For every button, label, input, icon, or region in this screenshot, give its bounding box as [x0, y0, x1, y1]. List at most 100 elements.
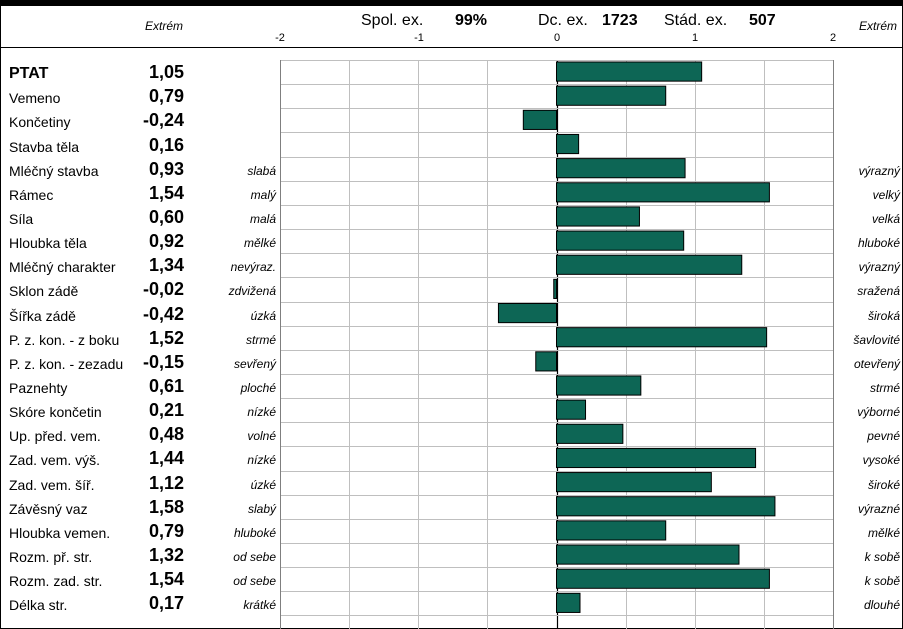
bar	[556, 592, 581, 613]
high-extreme-label: široká	[867, 308, 900, 323]
low-extreme-label: zdvižená	[228, 284, 276, 299]
high-extreme-label: vysoké	[862, 453, 900, 468]
trait-label: Síla	[9, 210, 34, 227]
high-extreme-label: výrazné	[857, 501, 900, 516]
trait-label: Skóre končetin	[9, 404, 102, 421]
trait-value: -0,42	[143, 303, 185, 324]
extrem-right-label: Extrém	[859, 19, 898, 33]
high-extreme-label: strmé	[870, 381, 900, 396]
spol-ex-label: Spol. ex.	[361, 12, 424, 29]
stad-ex-label: Stád. ex.	[664, 12, 728, 29]
bar	[556, 544, 740, 565]
trait-value: 1,34	[149, 255, 185, 276]
high-extreme-label: sražená	[857, 284, 900, 299]
trait-value: 0,93	[149, 158, 185, 179]
bar	[553, 278, 557, 300]
trait-value: 0,61	[149, 376, 185, 397]
trait-value: 0,60	[149, 206, 185, 227]
low-extreme-label: mělké	[243, 236, 276, 251]
trait-value: 0,21	[149, 400, 185, 421]
trait-value: 1,32	[149, 545, 185, 566]
trait-value: 1,05	[149, 62, 185, 83]
high-extreme-label: dlouhé	[863, 598, 900, 613]
low-extreme-label: nevýraz.	[230, 260, 276, 275]
high-extreme-label: velký	[872, 187, 900, 202]
trait-label: Rozm. zad. str.	[9, 573, 103, 590]
trait-label: Zad. vem. šíř.	[9, 476, 95, 493]
trait-label: Mléčný charakter	[9, 259, 116, 276]
trait-label: Up. před. vem.	[9, 428, 101, 445]
trait-value: 0,16	[149, 134, 185, 155]
high-extreme-label: výrazný	[858, 163, 900, 178]
trait-value: 1,44	[149, 448, 185, 469]
dc-ex-value: 1723	[602, 12, 638, 29]
trait-label: Rozm. př. str.	[9, 549, 93, 566]
high-extreme-label: k sobě	[864, 550, 900, 565]
low-extreme-label: od sebe	[233, 574, 276, 589]
bar	[556, 447, 757, 469]
bar	[497, 303, 557, 324]
bar	[556, 230, 685, 251]
trait-label: Končetiny	[9, 114, 71, 131]
trait-label: Rámec	[9, 186, 54, 203]
low-extreme-label: úzké	[250, 477, 276, 492]
trait-value: -0,15	[143, 351, 185, 372]
low-extreme-label: nízké	[247, 405, 276, 420]
high-extreme-label: široké	[867, 477, 900, 492]
x-tick-label: 2	[829, 32, 837, 44]
low-extreme-label: hluboké	[233, 525, 276, 540]
extrem-left-label: Extrém	[145, 19, 184, 33]
high-extreme-label: šavlovité	[853, 332, 900, 347]
low-extreme-label: sevřený	[233, 356, 276, 371]
trait-value: 1,58	[149, 496, 185, 517]
trait-value: 1,54	[149, 569, 185, 590]
high-extreme-label: velká	[871, 211, 900, 226]
bar	[535, 351, 558, 372]
trait-label: P. z. kon. - z boku	[9, 331, 120, 348]
low-extreme-label: slabý	[247, 501, 276, 516]
trait-value: 0,79	[149, 86, 185, 107]
trait-label: Závěsný vaz	[9, 500, 88, 517]
trait-value: 0,79	[149, 520, 185, 541]
bar	[556, 375, 642, 396]
low-extreme-label: malý	[250, 187, 276, 202]
low-extreme-label: krátké	[243, 598, 276, 613]
trait-label: Hloubka těla	[9, 235, 87, 252]
top-border	[0, 0, 903, 6]
spol-ex-value: 99%	[455, 12, 488, 29]
trait-value: 0,92	[149, 231, 185, 252]
trait-value: 1,54	[149, 182, 185, 203]
trait-value: 1,52	[149, 327, 185, 348]
bar	[556, 206, 640, 227]
trait-value: -0,24	[143, 110, 185, 131]
low-extreme-label: slabá	[247, 163, 276, 178]
x-tick-label: -2	[275, 32, 285, 44]
low-extreme-label: volné	[247, 429, 276, 444]
trait-value: 0,48	[149, 424, 185, 445]
bar	[556, 520, 667, 541]
bar	[556, 133, 580, 155]
stad-ex-value: 507	[749, 12, 776, 29]
trait-value: -0,02	[143, 279, 185, 300]
bar	[556, 472, 712, 493]
trait-label: Mléčný stavba	[9, 162, 99, 179]
bar	[522, 109, 558, 130]
bar	[556, 254, 743, 275]
high-extreme-label: mělké	[867, 525, 900, 540]
trait-label: Šířka zádě	[9, 307, 76, 324]
header-separator	[0, 47, 903, 48]
bar	[556, 158, 686, 179]
trait-label: PTAT	[9, 65, 49, 83]
high-extreme-label: výborné	[857, 405, 900, 420]
bar	[556, 182, 770, 203]
high-extreme-label: otevřený	[853, 356, 900, 371]
low-extreme-label: malá	[249, 211, 276, 226]
bar	[556, 423, 624, 444]
high-extreme-label: pevné	[867, 429, 900, 444]
trait-label: Stavba těla	[9, 138, 80, 155]
trait-label: Zad. vem. výš.	[9, 452, 101, 469]
bar	[556, 568, 770, 589]
trait-label: Paznehty	[9, 380, 68, 397]
trait-label: P. z. kon. - zezadu	[9, 355, 124, 372]
